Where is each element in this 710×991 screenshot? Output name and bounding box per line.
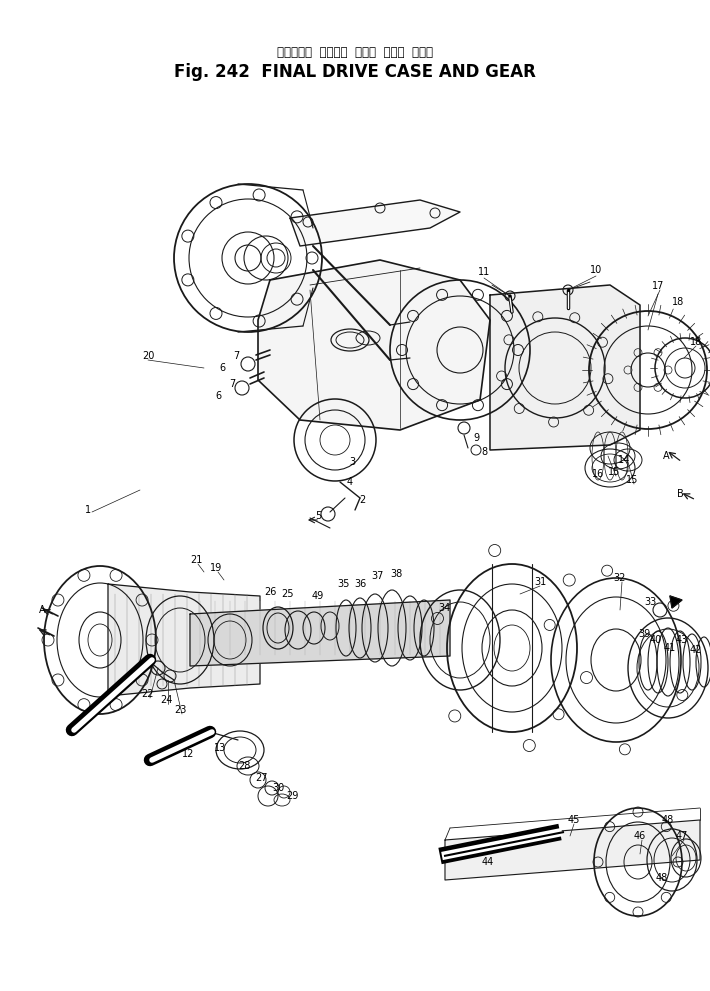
Text: 13: 13 <box>214 743 226 753</box>
Text: 23: 23 <box>174 705 186 715</box>
Text: 45: 45 <box>568 815 580 825</box>
Text: 7: 7 <box>229 379 235 389</box>
Text: 48: 48 <box>662 815 674 825</box>
Polygon shape <box>190 600 450 666</box>
Text: 35: 35 <box>338 579 350 589</box>
Text: 6: 6 <box>219 363 225 373</box>
Text: 6: 6 <box>215 391 221 401</box>
Text: 27: 27 <box>256 773 268 783</box>
Text: B: B <box>677 489 683 499</box>
Polygon shape <box>490 285 640 450</box>
Text: ファイナル  ドライブ  ケース  および  ギヤー: ファイナル ドライブ ケース および ギヤー <box>277 46 433 58</box>
Text: 15: 15 <box>626 475 638 485</box>
Text: 39: 39 <box>638 629 650 639</box>
Polygon shape <box>670 596 682 608</box>
Text: 3: 3 <box>349 457 355 467</box>
Text: 20: 20 <box>142 351 154 361</box>
Text: 31: 31 <box>534 577 546 587</box>
Text: 8: 8 <box>481 447 487 457</box>
Text: 40: 40 <box>650 635 662 645</box>
Text: 16: 16 <box>592 469 604 479</box>
Text: A: A <box>38 605 45 615</box>
Text: Fig. 242  FINAL DRIVE CASE AND GEAR: Fig. 242 FINAL DRIVE CASE AND GEAR <box>174 63 536 81</box>
Text: 49: 49 <box>312 591 324 601</box>
Text: 9: 9 <box>473 433 479 443</box>
Text: 46: 46 <box>634 831 646 841</box>
Text: 4: 4 <box>347 477 353 487</box>
Text: 15: 15 <box>608 467 621 477</box>
Text: 12: 12 <box>182 749 195 759</box>
Text: 7: 7 <box>233 351 239 361</box>
Text: 11: 11 <box>478 267 490 277</box>
Text: 42: 42 <box>690 645 702 655</box>
Text: 44: 44 <box>482 857 494 867</box>
Text: 18: 18 <box>672 297 684 307</box>
Text: 37: 37 <box>372 571 384 581</box>
Text: 30: 30 <box>272 783 284 793</box>
Text: 38: 38 <box>390 569 402 579</box>
Text: 5: 5 <box>315 511 321 521</box>
Text: 48: 48 <box>656 873 668 883</box>
Polygon shape <box>108 584 260 696</box>
Text: 33: 33 <box>644 597 656 607</box>
Text: 22: 22 <box>142 689 154 699</box>
Text: 36: 36 <box>354 579 366 589</box>
Text: 32: 32 <box>614 573 626 583</box>
Text: 47: 47 <box>676 831 688 841</box>
Text: 28: 28 <box>238 761 250 771</box>
Text: A: A <box>662 451 670 461</box>
Polygon shape <box>290 200 460 246</box>
Text: 26: 26 <box>264 587 276 597</box>
Text: 34: 34 <box>438 603 450 613</box>
Text: 43: 43 <box>676 635 688 645</box>
Text: 25: 25 <box>282 589 294 599</box>
Polygon shape <box>445 820 700 880</box>
Text: 18: 18 <box>690 337 702 347</box>
Text: 19: 19 <box>210 563 222 573</box>
Text: 1: 1 <box>85 505 91 515</box>
Text: 41: 41 <box>664 643 676 653</box>
Text: 2: 2 <box>359 495 365 505</box>
Text: 14: 14 <box>618 455 630 465</box>
Text: 24: 24 <box>160 695 173 705</box>
Text: 21: 21 <box>190 555 202 565</box>
Text: 29: 29 <box>286 791 298 801</box>
Polygon shape <box>258 260 490 430</box>
Text: 17: 17 <box>652 281 664 291</box>
Text: 10: 10 <box>590 265 602 275</box>
